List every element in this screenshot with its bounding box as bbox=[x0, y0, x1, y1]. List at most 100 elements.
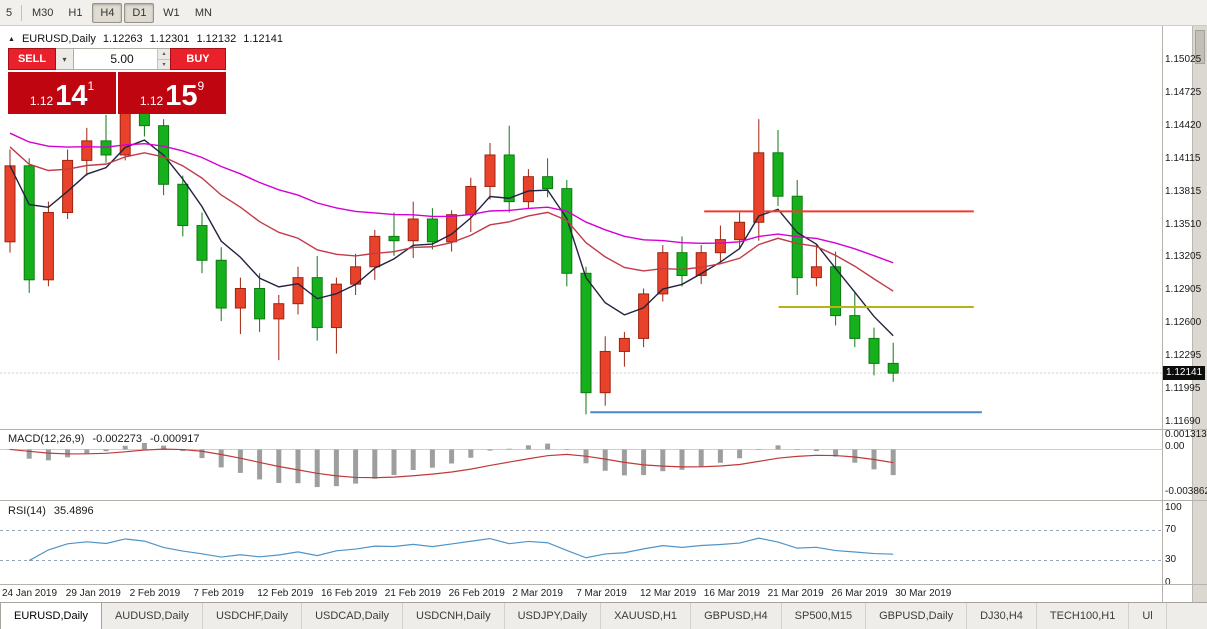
timeframe-button-h1[interactable]: H1 bbox=[68, 6, 83, 19]
current-price-tag: 1.12141 bbox=[1163, 366, 1205, 381]
volume-increase-button[interactable]: ▴ bbox=[158, 49, 170, 60]
ask-price-prefix: 1.12 bbox=[139, 94, 164, 108]
date-axis-label: 26 Mar 2019 bbox=[831, 588, 888, 599]
chart-symbol-label: EURUSD,Daily bbox=[21, 33, 96, 45]
macd-axis-label: 0.001313 bbox=[1165, 429, 1207, 440]
tab-usdchf-daily[interactable]: USDCHF,Daily bbox=[203, 603, 303, 629]
macd-histogram-bar bbox=[525, 445, 531, 450]
scrollbar-thumb[interactable] bbox=[1195, 30, 1205, 64]
toolbar-separator bbox=[21, 4, 22, 21]
price-axis-label: 1.12295 bbox=[1165, 350, 1202, 362]
sell-button[interactable]: SELL bbox=[8, 48, 56, 70]
macd-canvas[interactable] bbox=[0, 430, 1162, 500]
volume-decrease-button[interactable]: ▾ bbox=[158, 59, 170, 69]
vertical-scrollbar[interactable] bbox=[1192, 26, 1207, 602]
candle-body bbox=[868, 337, 880, 364]
chart-ohlc-readout: ▲ EURUSD,Daily 1.12263 1.12301 1.12132 1… bbox=[8, 33, 283, 45]
candle-body bbox=[484, 154, 496, 187]
timeframe-button-mn[interactable]: MN bbox=[194, 6, 212, 19]
date-axis-label: 12 Mar 2019 bbox=[640, 588, 697, 599]
rsi-axis-label: 0 bbox=[1165, 577, 1171, 588]
candle-body bbox=[215, 259, 227, 309]
price-axis-label: 1.14725 bbox=[1165, 86, 1202, 98]
macd-histogram-bar bbox=[199, 449, 205, 459]
candle-body bbox=[465, 185, 477, 216]
tab-usdcnh-daily[interactable]: USDCNH,Daily bbox=[403, 603, 505, 629]
timeframe-button-m30[interactable]: M30 bbox=[32, 6, 54, 19]
date-axis-label: 16 Feb 2019 bbox=[321, 588, 378, 599]
macd-histogram-bar bbox=[103, 449, 109, 452]
rsi-label: RSI(14) bbox=[8, 505, 46, 517]
timeframe-button-h4[interactable]: H4 bbox=[92, 2, 123, 23]
buy-button[interactable]: BUY bbox=[170, 48, 226, 70]
rsi-value: 35.4896 bbox=[53, 505, 94, 517]
price-axis-label: 1.11690 bbox=[1165, 416, 1201, 427]
candle-body bbox=[4, 165, 16, 243]
ask-price-sup: 9 bbox=[197, 79, 205, 93]
price-axis-label: 1.13815 bbox=[1165, 185, 1202, 197]
tab-ul[interactable]: Ul bbox=[1129, 603, 1167, 629]
macd-histogram-bar bbox=[775, 445, 781, 450]
price-axis-label: 1.12905 bbox=[1165, 284, 1202, 296]
trade-options-dropdown[interactable]: ▾ bbox=[56, 48, 74, 70]
bid-price-display[interactable]: 1.12 14 1 bbox=[8, 72, 116, 114]
macd-main-value: -0.002273 bbox=[92, 433, 142, 445]
tab-usdjpy-daily[interactable]: USDJPY,Daily bbox=[505, 603, 602, 629]
rsi-panel: RSI(14) 35.4896 bbox=[0, 502, 1162, 584]
low-value: 1.12132 bbox=[196, 33, 237, 45]
price-chart-canvas[interactable] bbox=[0, 26, 1162, 429]
macd-histogram-bar bbox=[487, 449, 493, 451]
time-axis[interactable] bbox=[0, 585, 1162, 602]
rsi-axis-label: 30 bbox=[1165, 554, 1177, 565]
panel-divider[interactable] bbox=[0, 584, 1207, 585]
tab-eurusd-daily[interactable]: EURUSD,Daily bbox=[0, 603, 102, 629]
tab-usdcad-daily[interactable]: USDCAD,Daily bbox=[302, 603, 404, 629]
tab-gbpusd-h4[interactable]: GBPUSD,H4 bbox=[691, 603, 782, 629]
ask-price-display[interactable]: 1.12 15 9 bbox=[118, 72, 226, 114]
timeframe-button-d1[interactable]: D1 bbox=[124, 2, 155, 23]
candle-body bbox=[830, 266, 842, 317]
candle-body bbox=[599, 350, 611, 394]
volume-input[interactable]: 5.00 ▴ ▾ bbox=[74, 48, 170, 70]
date-axis-label: 7 Mar 2019 bbox=[576, 588, 627, 599]
date-axis-label: 21 Feb 2019 bbox=[384, 588, 441, 599]
tab-xauusd-h1[interactable]: XAUUSD,H1 bbox=[601, 603, 692, 629]
tab-gbpusd-daily[interactable]: GBPUSD,Daily bbox=[866, 603, 968, 629]
macd-histogram-bar bbox=[602, 449, 608, 471]
timeframe-button-w1[interactable]: W1 bbox=[163, 6, 180, 19]
moving-average-medium bbox=[9, 146, 894, 292]
candle-body bbox=[772, 152, 784, 197]
candle-body bbox=[542, 176, 554, 190]
bid-price-sup: 1 bbox=[87, 79, 95, 93]
tab-sp500-m15[interactable]: SP500,M15 bbox=[782, 603, 867, 629]
macd-histogram-bar bbox=[257, 449, 263, 480]
candle-body bbox=[522, 176, 534, 203]
candle-body bbox=[446, 214, 458, 243]
date-axis-label: 7 Feb 2019 bbox=[193, 588, 244, 599]
rsi-label-row: RSI(14) 35.4896 bbox=[8, 505, 94, 517]
tab-tech100-h1[interactable]: TECH100,H1 bbox=[1037, 603, 1130, 629]
one-click-trading-panel: SELL ▾ 5.00 ▴ ▾ BUY 1.12 14 1 1 bbox=[8, 48, 226, 114]
macd-histogram-bar bbox=[756, 449, 762, 450]
volume-value: 5.00 bbox=[110, 52, 134, 66]
macd-histogram-bar bbox=[372, 449, 378, 479]
macd-histogram-bar bbox=[564, 449, 570, 450]
macd-label: MACD(12,26,9) bbox=[8, 433, 85, 445]
macd-histogram-bar bbox=[660, 449, 666, 472]
candle-body bbox=[388, 235, 400, 242]
candle-body bbox=[503, 154, 515, 203]
bid-price-prefix: 1.12 bbox=[29, 94, 54, 108]
panel-divider[interactable] bbox=[0, 429, 1207, 430]
price-axis-label: 1.11995 bbox=[1165, 383, 1201, 395]
date-axis-label: 24 Jan 2019 bbox=[2, 588, 58, 599]
timeframe-button-5[interactable]: 5 bbox=[5, 6, 13, 19]
panel-divider[interactable] bbox=[0, 500, 1207, 501]
rsi-canvas[interactable] bbox=[0, 502, 1162, 584]
tab-audusd-daily[interactable]: AUDUSD,Daily bbox=[102, 603, 203, 629]
tab-dj30-h4[interactable]: DJ30,H4 bbox=[967, 603, 1037, 629]
candle-body bbox=[273, 303, 285, 320]
macd-histogram-bar bbox=[449, 449, 455, 464]
macd-histogram-bar bbox=[545, 443, 551, 450]
candle-body bbox=[407, 218, 419, 242]
